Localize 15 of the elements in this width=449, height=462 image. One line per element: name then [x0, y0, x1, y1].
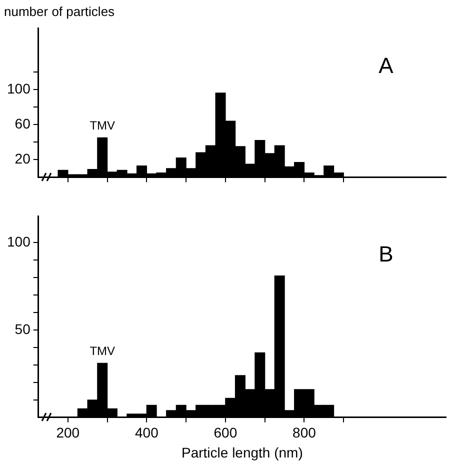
annotation: TMV	[90, 344, 116, 358]
y-tick-label: 50	[14, 320, 31, 337]
y-tick-label: 100	[7, 233, 31, 250]
text: B	[378, 241, 394, 266]
x-tick-label: 800	[292, 424, 316, 441]
x-axis-title: Particle length (nm)	[181, 444, 303, 460]
text: A	[378, 53, 394, 78]
annotation: TMV	[90, 118, 116, 133]
y-tick-label: 100	[7, 80, 31, 96]
x-tick-label: 600	[214, 424, 238, 441]
x-tick-label: 400	[134, 424, 159, 441]
x-tick-label: 200	[56, 424, 80, 441]
y-tick-label: 60	[14, 115, 31, 132]
y-tick-label: 20	[14, 150, 31, 167]
y-axis-title: number of particles	[4, 4, 116, 19]
